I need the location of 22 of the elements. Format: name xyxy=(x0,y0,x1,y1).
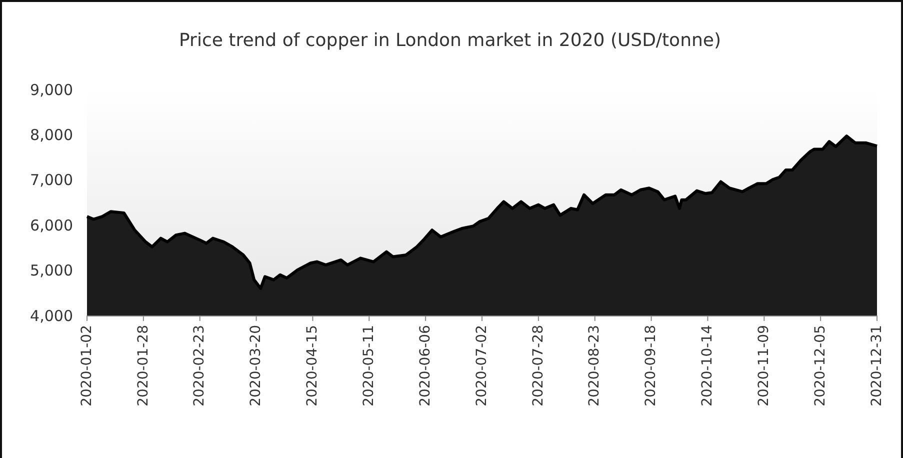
y-tick-label: 7,000 xyxy=(30,171,73,190)
y-tick-label: 6,000 xyxy=(30,216,73,234)
y-tick-label: 8,000 xyxy=(30,126,73,144)
x-tick-label: 2020-12-05 xyxy=(812,325,828,406)
x-tick-label: 2020-06-06 xyxy=(417,324,434,406)
x-tick-label: 2020-07-28 xyxy=(530,325,546,406)
x-tick-label: 2020-01-02 xyxy=(78,325,95,406)
x-tick-label: 2020-01-28 xyxy=(135,325,152,406)
x-tick-label: 2020-03-20 xyxy=(248,325,264,406)
y-tick-label: 5,000 xyxy=(30,262,73,280)
y-tick-label: 9,000 xyxy=(30,80,73,99)
x-tick-label: 2020-11-09 xyxy=(756,325,772,406)
x-tick-label: 2020-05-11 xyxy=(360,325,377,406)
x-tick-label: 2020-10-14 xyxy=(700,324,716,406)
x-tick-label: 2020-12-31 xyxy=(868,325,885,406)
x-tick-label: 2020-09-18 xyxy=(643,325,660,406)
x-tick-label: 2020-02-23 xyxy=(192,325,208,406)
y-tick-label: 4,000 xyxy=(30,306,73,325)
chart-title: Price trend of copper in London market in 2020 (USD/tonne) xyxy=(179,30,721,51)
x-tick-label: 2020-08-23 xyxy=(586,325,603,406)
x-tick-label: 2020-07-02 xyxy=(474,325,490,406)
x-tick-label: 2020-04-15 xyxy=(304,325,321,406)
